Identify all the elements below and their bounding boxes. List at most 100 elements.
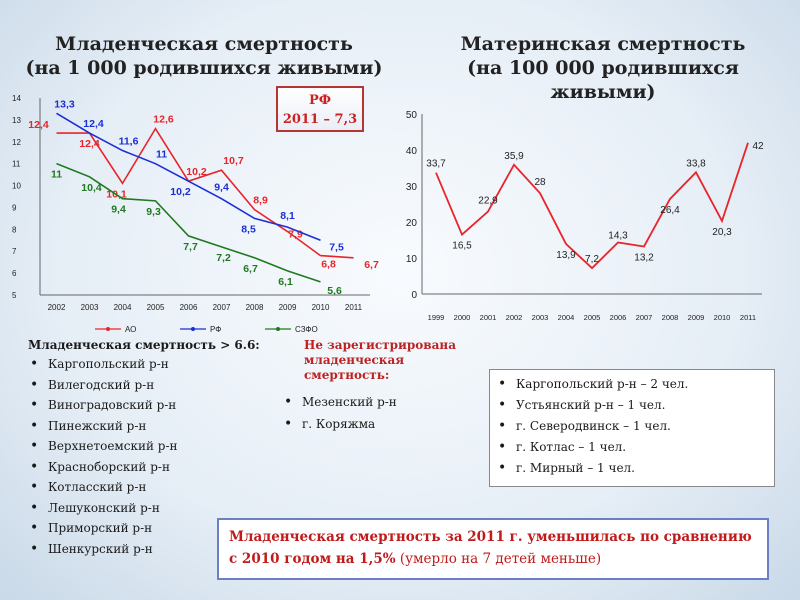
y-tick-label: 30 — [406, 182, 418, 193]
data-label: 8,1 — [280, 210, 295, 222]
y-tick-label: 50 — [406, 110, 418, 121]
maternal-title-line1: Материнская смертность — [460, 33, 746, 55]
x-tick-label: 1999 — [428, 313, 445, 322]
y-tick-label: 8 — [12, 225, 17, 234]
legend-marker — [191, 327, 195, 331]
list-item: Устьянский р-н – 1 чел. — [496, 395, 768, 416]
data-label: 7,5 — [329, 241, 344, 253]
maternal-mortality-chart: 0 10 20 30 40 50 1999 2000 2001 2002 2003 2004 2005 2… — [406, 110, 764, 322]
y-tick-label: 20 — [406, 218, 418, 229]
x-tick-label: 2005 — [584, 313, 601, 322]
list-item: г. Котлас – 1 чел. — [496, 437, 768, 458]
y-tick-label: 12 — [12, 138, 21, 147]
data-label: 12,4 — [28, 119, 49, 131]
list-item: Каргопольский р-н – 2 чел. — [496, 374, 768, 395]
data-label: 11,6 — [119, 136, 139, 148]
rf-badge-label: РФ — [308, 93, 332, 108]
x-tick-label: 2010 — [312, 303, 330, 312]
x-tick-label: 2006 — [180, 303, 198, 312]
list-item: Каргопольский р-н — [28, 354, 268, 375]
series-line-maternal — [435, 142, 749, 270]
data-label: 11 — [51, 169, 62, 181]
data-label: 26,4 — [660, 205, 680, 216]
legend-marker — [106, 327, 110, 331]
y-tick-label: 10 — [406, 254, 418, 265]
data-label: 13,9 — [556, 250, 576, 261]
data-label: 6,8 — [321, 259, 336, 271]
list-item: Котласский р-н — [28, 477, 268, 498]
infant-title-line1: Младенческая смертность — [55, 33, 353, 55]
data-label: 9,4 — [111, 204, 126, 216]
infant-high-list: Младенческая смертность > 6.6: Каргополь… — [28, 338, 268, 559]
x-tick-label: 2004 — [558, 313, 575, 322]
data-label: 16,5 — [452, 241, 472, 252]
list-item: Виноградовский р-н — [28, 395, 268, 416]
list-item: Вилегодский р-н — [28, 375, 268, 396]
x-tick-label: 2003 — [532, 313, 549, 322]
data-label: 20,3 — [712, 227, 732, 238]
infant-high-list-header: Младенческая смертность > 6.6: — [28, 338, 260, 352]
list-item: Приморский р-н — [28, 518, 268, 539]
x-tick-label: 2011 — [740, 313, 756, 322]
data-label: 33,7 — [426, 159, 446, 170]
maternal-deaths-box: Каргопольский р-н – 2 чел. Устьянский р-… — [489, 369, 775, 487]
y-tick-label: 6 — [12, 269, 17, 278]
y-tick-label: 14 — [12, 94, 21, 103]
series-line-ao — [56, 127, 354, 259]
legend-label: АО — [125, 325, 136, 334]
data-label: 10,7 — [223, 155, 244, 167]
list-item: г. Северодвинск – 1 чел. — [496, 416, 768, 437]
data-label: 10,4 — [81, 182, 102, 194]
x-tick-label: 2010 — [714, 313, 731, 322]
y-tick-label: 40 — [406, 146, 418, 157]
list-item: Лешуконский р-н — [28, 498, 268, 519]
list-item: Красноборский р-н — [28, 457, 268, 478]
series-line-rf — [56, 112, 321, 242]
summary-box: Младенческая смертность за 2011 г. умень… — [217, 518, 769, 580]
list-item: г. Мирный – 1 чел. — [496, 458, 768, 479]
y-tick-label: 10 — [12, 182, 21, 191]
x-tick-label: 2006 — [610, 313, 627, 322]
data-label: 5,6 — [327, 285, 342, 297]
list-item: г. Коряжма — [282, 413, 482, 435]
rf-badge: РФ 2011 – 7,3 — [276, 86, 364, 132]
list-item: Пинежский р-н — [28, 416, 268, 437]
data-label: 6,7 — [243, 263, 258, 275]
x-tick-label: 2011 — [345, 303, 363, 312]
legend-label: СЗФО — [295, 325, 318, 334]
y-tick-label: 9 — [12, 203, 17, 212]
data-label: 28 — [534, 177, 546, 188]
data-label: 13,3 — [54, 98, 75, 110]
legend-marker — [276, 327, 280, 331]
data-label: 13,2 — [634, 252, 654, 263]
summary-bold-text: Младенческая смертность за 2011 г. умень… — [229, 529, 752, 567]
list-item: Мезенский р-н — [282, 391, 482, 413]
data-label: 14,3 — [608, 231, 628, 242]
x-tick-label: 2008 — [246, 303, 264, 312]
data-label: 42 — [752, 141, 764, 152]
x-tick-label: 2005 — [147, 303, 165, 312]
x-tick-label: 2003 — [81, 303, 99, 312]
x-tick-label: 2002 — [48, 303, 66, 312]
data-label: 8,5 — [241, 223, 256, 235]
y-tick-label: 13 — [12, 116, 21, 125]
data-label: 8,9 — [253, 195, 268, 207]
infant-mortality-title: Младенческая смертность (на 1 000 родивш… — [20, 32, 388, 80]
data-label: 7,2 — [585, 254, 599, 265]
data-label: 12,4 — [83, 118, 104, 130]
data-label: 6,7 — [364, 259, 379, 271]
x-tick-label: 2004 — [114, 303, 132, 312]
legend-label: РФ — [210, 325, 221, 334]
infant-title-line2: (на 1 000 родившихся живыми) — [25, 57, 383, 79]
infant-mortality-chart: 5 6 7 8 9 10 11 12 13 14 2002 2003 2004 2005 2006 2007 2… — [12, 94, 379, 334]
data-label: 9,3 — [146, 206, 161, 218]
x-tick-label: 2000 — [454, 313, 471, 322]
data-label: 7,7 — [183, 241, 198, 253]
series-line-szfo — [56, 162, 321, 283]
y-tick-label: 11 — [12, 160, 21, 169]
maternal-mortality-title: Материнская смертность (на 100 000 родив… — [418, 32, 788, 104]
data-label: 7,2 — [216, 252, 231, 264]
no-infant-mortality-header: Не зарегистрирована младенческая смертно… — [304, 338, 456, 382]
data-label: 12,4 — [79, 138, 100, 150]
x-tick-label: 2007 — [636, 313, 653, 322]
